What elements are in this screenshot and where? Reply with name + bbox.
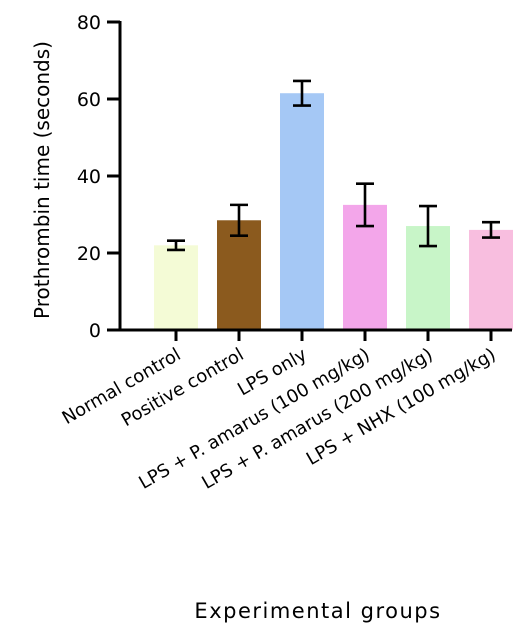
y-ticks-layer: 0 20 40 60 80	[77, 12, 120, 342]
bar	[217, 220, 261, 330]
x-axis-title: Experimental groups	[194, 599, 441, 623]
y-tick-label: 60	[77, 89, 101, 111]
error-bars-layer	[167, 79, 500, 252]
y-tick-label: 0	[89, 320, 101, 342]
bar	[469, 229, 513, 330]
bar	[280, 93, 324, 330]
y-axis-title: Prothrombin time (seconds)	[30, 41, 54, 319]
bars-layer	[154, 93, 513, 330]
y-tick-label: 20	[77, 243, 101, 265]
y-tick-label: 80	[77, 12, 101, 34]
bar	[154, 245, 198, 330]
y-tick-label: 40	[77, 166, 101, 188]
